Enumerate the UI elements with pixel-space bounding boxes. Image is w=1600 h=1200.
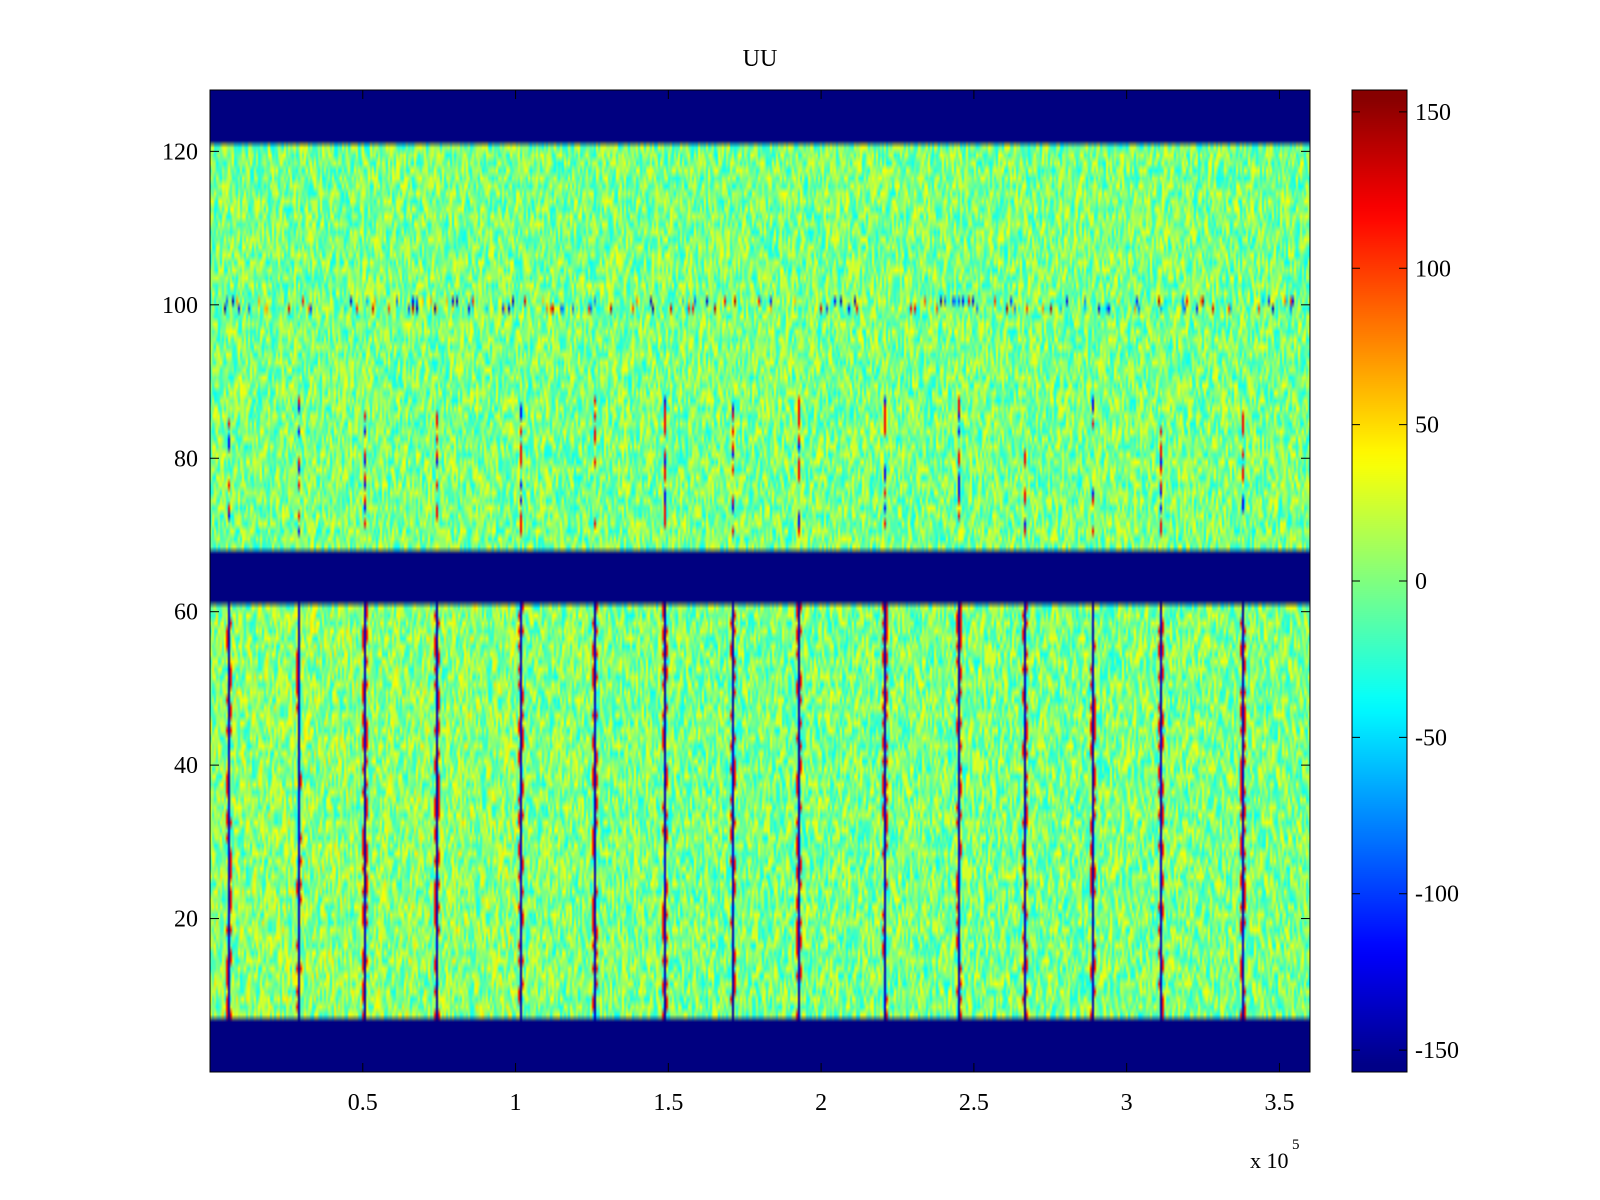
colorbar-tick-label: 0 — [1415, 569, 1427, 595]
plot-frame — [209, 89, 1311, 1073]
y-tick-label: 60 — [174, 600, 198, 626]
y-axis: 20 40 60 80 100 120 — [162, 139, 1310, 933]
heatmap-image — [210, 90, 1310, 1072]
x-axis: 0.5 1 1.5 2 2.5 3 3.5 — [348, 90, 1294, 1116]
colorbar-tick-label: 150 — [1415, 100, 1451, 126]
y-tick-label: 80 — [174, 446, 198, 472]
x-tick-label: 0.5 — [348, 1090, 378, 1116]
x-tick-label: 2 — [815, 1090, 827, 1116]
colorbar-ticks: 150 100 50 0 -50 -100 -150 — [1352, 100, 1459, 1064]
x-multiplier-label: x 10 — [1250, 1148, 1289, 1173]
x-tick-label: 3.5 — [1264, 1090, 1294, 1116]
colorbar-gradient — [1352, 90, 1407, 1072]
x-tick-label: 3 — [1121, 1090, 1133, 1116]
x-exponent-label: 5 — [1292, 1137, 1300, 1153]
y-tick-label: 20 — [174, 907, 198, 933]
x-tick-label: 1 — [510, 1090, 522, 1116]
colorbar-tick-label: -50 — [1415, 725, 1447, 751]
plot-area — [209, 89, 1311, 1073]
y-tick-label: 100 — [162, 293, 198, 319]
colorbar-tick-label: -150 — [1415, 1038, 1459, 1064]
x-tick-label: 1.5 — [653, 1090, 683, 1116]
colorbar: 150 100 50 0 -50 -100 -150 — [1351, 89, 1459, 1073]
y-tick-label: 120 — [162, 139, 198, 165]
x-tick-label: 2.5 — [959, 1090, 989, 1116]
chart-title: UU — [743, 46, 778, 72]
colorbar-tick-label: 100 — [1415, 256, 1451, 282]
colorbar-tick-label: 50 — [1415, 413, 1439, 439]
y-tick-label: 40 — [174, 753, 198, 779]
colorbar-tick-label: -100 — [1415, 882, 1459, 908]
